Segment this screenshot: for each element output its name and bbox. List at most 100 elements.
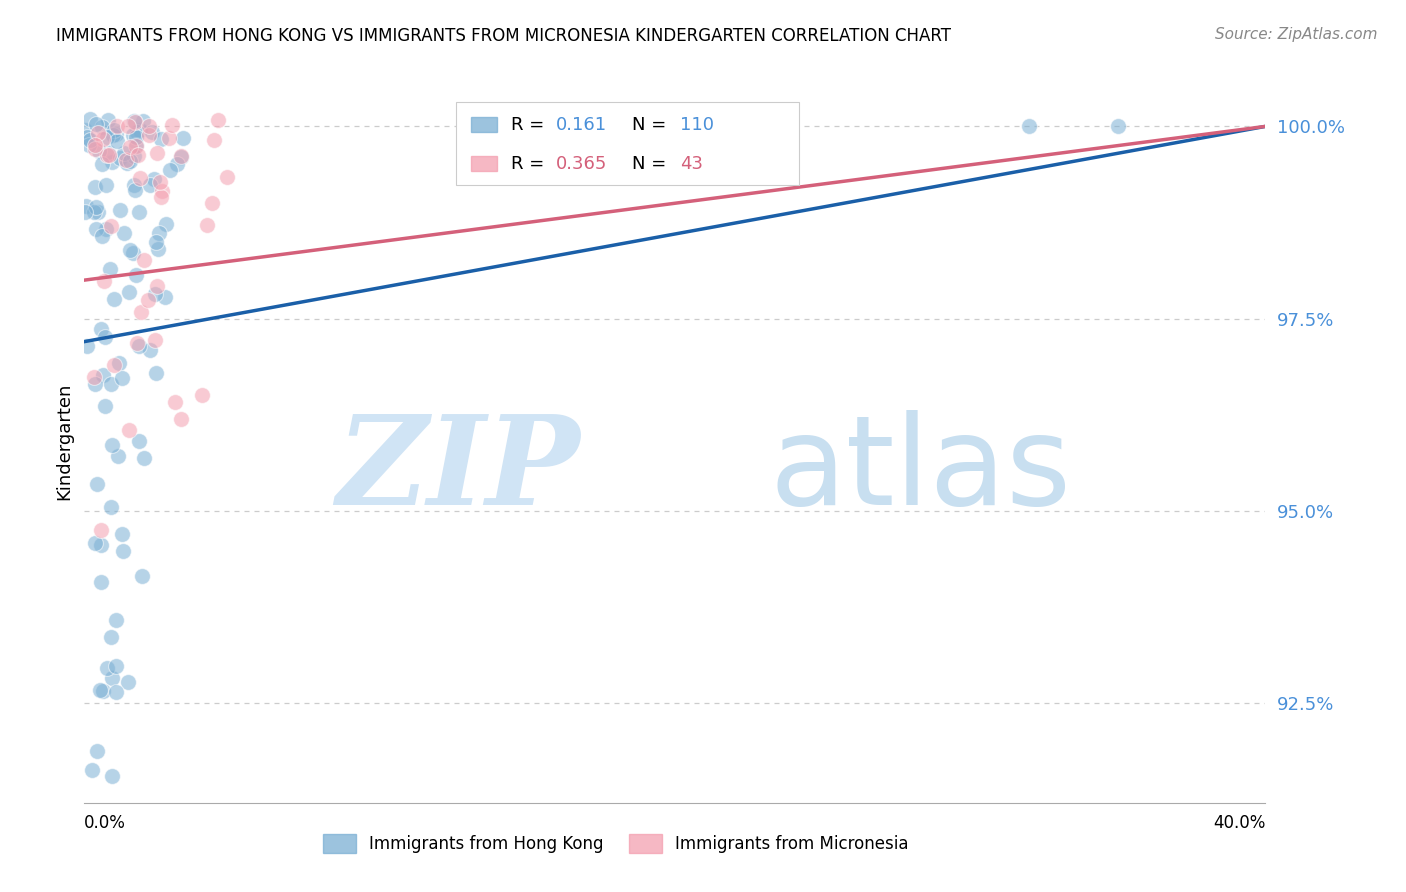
Point [90,322,112,336]
Point [146,279,169,293]
Point [166,157,188,171]
Point [125,130,148,145]
Point [125,125,148,139]
Point [96,147,118,161]
Point [100,219,122,234]
Point [129,170,152,185]
Point [122,149,145,163]
Point [90,157,112,171]
Point [83,370,105,384]
Text: IMMIGRANTS FROM HONG KONG VS IMMIGRANTS FROM MICRONESIA KINDERGARTEN CORRELATION: IMMIGRANTS FROM HONG KONG VS IMMIGRANTS … [56,27,952,45]
Point [148,242,170,256]
Point [111,544,134,558]
Point [105,119,128,133]
Point [163,395,186,409]
Point [141,125,163,139]
Point [101,672,124,686]
Point [96,145,118,159]
Point [129,305,152,319]
Point [91,683,114,698]
Point [149,132,172,146]
Point [101,438,124,452]
Point [84,116,107,130]
Point [128,123,150,137]
Text: atlas: atlas [769,410,1071,531]
Point [145,235,167,249]
Point [155,217,177,231]
Point [143,171,166,186]
Point [150,184,173,198]
Point [100,630,122,644]
Point [191,388,214,402]
Legend: Immigrants from Hong Kong, Immigrants from Micronesia: Immigrants from Hong Kong, Immigrants fr… [316,827,915,860]
Point [75,199,97,213]
Point [124,114,146,128]
Point [91,120,114,134]
Point [117,120,139,134]
Text: 0.0%: 0.0% [84,814,127,832]
Point [125,268,148,283]
Point [100,376,122,391]
Point [87,126,110,140]
Point [76,130,98,145]
Point [117,674,139,689]
Point [87,144,110,158]
Text: 0.161: 0.161 [555,116,607,134]
Point [84,138,107,153]
Point [73,204,96,219]
Point [207,113,229,128]
Point [201,196,224,211]
Point [132,253,155,268]
Text: N =: N = [633,155,666,173]
Point [96,222,118,236]
Point [110,151,132,165]
Point [145,366,167,380]
Point [139,178,162,192]
Point [1018,120,1040,134]
Text: 0.365: 0.365 [555,155,607,173]
Point [97,148,120,162]
Point [107,450,129,464]
Text: 40.0%: 40.0% [1213,814,1265,832]
Point [73,123,96,137]
Point [76,339,98,353]
Point [84,536,107,550]
Point [117,285,139,300]
Point [97,112,120,127]
Point [132,114,155,128]
Point [169,148,191,162]
Point [90,524,112,538]
Point [202,133,225,147]
Point [96,130,118,145]
Point [111,371,134,385]
Point [100,500,122,515]
Point [91,132,114,146]
Point [138,120,160,134]
Text: R =: R = [510,155,544,173]
Point [79,133,101,147]
Point [143,287,166,301]
Point [86,200,108,214]
Point [84,222,107,236]
Point [115,156,138,170]
Text: N =: N = [633,116,666,134]
Point [103,292,125,306]
Point [138,293,160,307]
Point [128,434,150,449]
Point [122,245,145,260]
Point [172,130,194,145]
Point [96,661,118,675]
Point [93,274,115,288]
Point [84,377,107,392]
Point [77,138,100,153]
Point [90,537,112,551]
Point [149,175,172,189]
Point [138,343,160,358]
Point [105,658,128,673]
Point [100,769,122,783]
Point [128,338,150,352]
Point [125,335,148,350]
Text: R =: R = [510,116,544,134]
Point [112,146,135,161]
Point [94,330,117,344]
